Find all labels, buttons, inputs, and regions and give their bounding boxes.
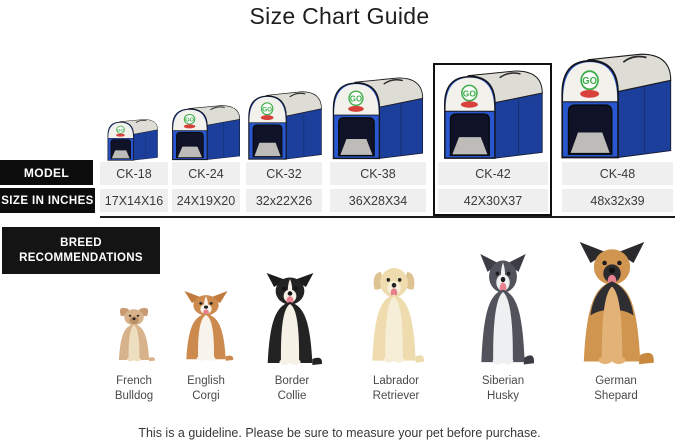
crate-illustration-ck-24: GO <box>170 105 243 162</box>
crate-illustration-ck-38: GO <box>330 77 427 162</box>
go-logo-icon <box>183 114 196 125</box>
breed-label-german-shepard: German Shepard <box>594 375 638 402</box>
crate-illustration-ck-42: GO <box>441 70 547 162</box>
logo-ribbon-icon <box>460 101 478 108</box>
go-logo-icon <box>116 125 125 134</box>
dog-illustration-border-collie <box>256 272 324 368</box>
crate-illustration-ck-18: GO <box>106 119 160 162</box>
size-cell-ck-48: 48x32x39 <box>562 189 673 212</box>
logo-ribbon-icon <box>183 124 196 129</box>
model-cell-ck-32: CK-32 <box>246 162 322 185</box>
dog-illustration-german-shepard <box>569 242 655 368</box>
page-title: Size Chart Guide <box>249 3 430 29</box>
go-logo-text: GO <box>185 118 195 124</box>
model-cell-ck-38: CK-38 <box>330 162 426 185</box>
model-cell-ck-24: CK-24 <box>172 162 240 185</box>
dog-illustration-siberian-husky <box>470 254 536 368</box>
dog-illustration-english-corgi <box>176 291 236 363</box>
breed-label-french-bulldog: French Bulldog <box>114 375 154 402</box>
go-logo-text: GO <box>582 76 597 87</box>
footer-note: This is a guideline. Please be sure to m… <box>138 426 541 440</box>
go-logo-icon <box>260 102 274 116</box>
table-divider-line <box>100 216 675 218</box>
logo-ribbon-icon <box>260 115 274 121</box>
breed-label-english-corgi: English Corgi <box>187 375 225 402</box>
breed-label-labrador-retriever: Labrador Retriever <box>372 375 420 402</box>
breed-label-siberian-husky: Siberian Husky <box>481 375 525 402</box>
size-cell-ck-18: 17X14X16 <box>100 189 168 212</box>
size-cell-ck-24: 24X19X20 <box>172 189 240 212</box>
model-row-label: MODEL <box>0 160 93 185</box>
logo-ribbon-icon <box>348 105 364 112</box>
logo-ribbon-icon <box>116 133 125 137</box>
size-cell-ck-42: 42X30X37 <box>438 189 548 212</box>
go-logo-text: GO <box>350 94 362 103</box>
breed-recommendations-label: BREED RECOMMENDATIONS <box>2 227 160 274</box>
logo-ribbon-icon <box>580 90 600 98</box>
crate-illustration-ck-32: GO <box>246 91 325 162</box>
model-cell-ck-48: CK-48 <box>562 162 673 185</box>
go-logo-icon <box>348 90 364 107</box>
size-cell-ck-38: 36X28X34 <box>330 189 426 212</box>
dog-illustration-french-bulldog <box>111 306 157 363</box>
size-row-label: SIZE IN INCHES <box>0 188 95 213</box>
model-cell-ck-18: CK-18 <box>100 162 168 185</box>
dog-illustration-labrador-retriever <box>361 262 427 366</box>
breed-label-border-collie: Border Collie <box>274 375 310 402</box>
go-logo-text: GO <box>117 127 125 132</box>
go-logo-icon <box>580 70 599 91</box>
go-logo-text: GO <box>463 88 477 98</box>
model-cell-ck-42: CK-42 <box>438 162 548 185</box>
go-logo-text: GO <box>262 106 272 113</box>
size-cell-ck-32: 32x22X26 <box>246 189 322 212</box>
go-logo-icon <box>461 84 478 102</box>
crate-illustration-ck-48: GO <box>558 53 676 162</box>
